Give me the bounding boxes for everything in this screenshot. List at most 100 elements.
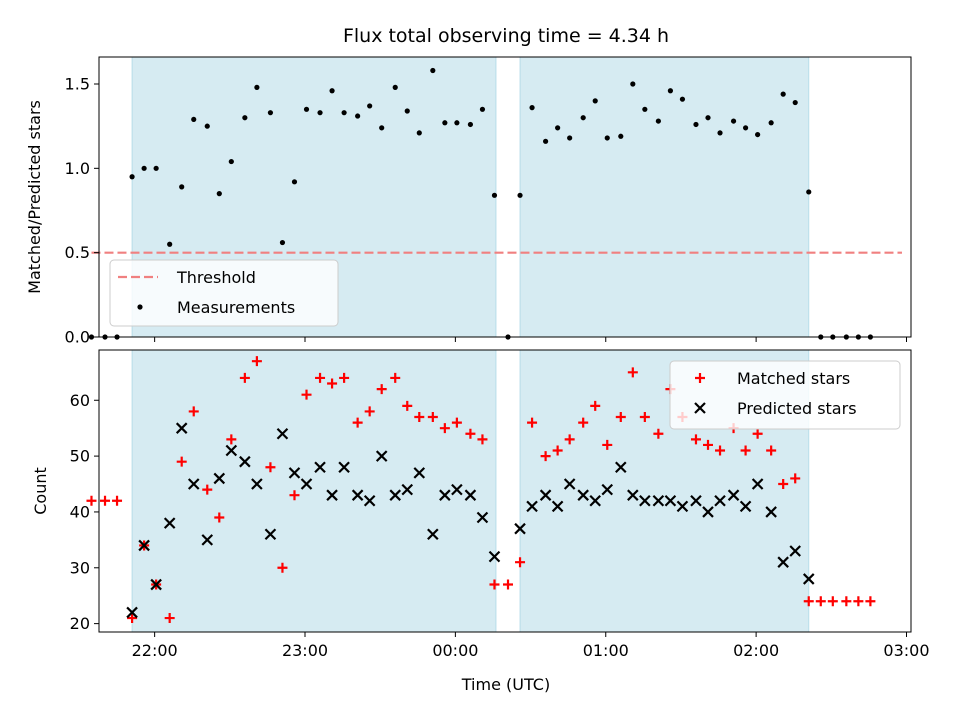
matched-stars-point [503,579,514,590]
measurements-point [329,88,335,94]
x-tick-label: 23:00 [282,641,328,660]
matched-stars-point [202,484,213,495]
predicted-stars-point [765,506,777,518]
predicted-stars-point [714,494,726,507]
legend-predicted-stars-label: Predicted stars [737,399,857,418]
predicted-stars-point [138,539,150,552]
matched-stars-point [778,479,789,490]
measurements-point [679,96,686,102]
measurements-point [191,116,197,123]
legend-matched-stars-label: Matched stars [737,369,850,388]
measurements-point [730,118,737,124]
count-y-axis-title: Count [31,467,50,515]
measurements-point [806,189,812,195]
measurements-point [341,110,347,116]
measurements-point [580,115,586,121]
count-plot-frame [98,349,912,633]
predicted-stars-point [639,494,651,507]
predicted-stars-point [375,450,388,462]
measurements-point [517,192,523,198]
predicted-stars-point [150,578,162,591]
predicted-stars-point [751,478,764,490]
matched-stars-point [615,412,626,423]
ratio-y-tick-label: 1.5 [65,74,90,93]
matched-stars-point [265,462,276,473]
measurements-point [442,120,448,126]
matched-stars-point [451,417,462,428]
count-y-tick-label: 30 [70,558,90,577]
matched-stars-point [439,423,450,434]
matched-stars-point [703,439,713,450]
measurements-point [543,138,549,144]
legend-predicted-stars-swatch [694,402,706,414]
measurements-point [755,131,761,138]
count-y-axis: 20 30 40 50 60 [70,391,99,633]
matched-stars-point [578,417,589,428]
predicted-stars-point [464,489,477,501]
matched-stars-point [112,495,123,506]
measurements-point [430,67,436,74]
ratio-x-axis [154,337,907,342]
measurements-point [242,115,248,121]
measurements-point [153,165,159,171]
predicted-stars-point [627,489,639,501]
matched-stars-series [86,356,876,624]
matched-stars-point [352,417,363,428]
matched-stars-point [289,490,300,501]
measurements-point [179,184,185,190]
measurements-point [742,125,749,131]
matched-stars-point [402,400,413,411]
measurements-point [642,106,648,112]
matched-stars-point [376,384,387,395]
measurements-point [228,158,234,165]
measurements-point [303,106,310,112]
predicted-stars-point [589,494,601,507]
predicted-stars-point [389,489,402,501]
measurements-point [618,133,624,139]
predicted-stars-point [413,467,426,479]
matched-stars-point [690,434,701,445]
matched-stars-point [564,434,575,445]
predicted-stars-point [288,467,301,479]
measurements-point [367,103,373,109]
matched-stars-point [766,445,777,456]
predicted-stars-point [676,500,689,513]
ratio-legend: Threshold Measurements [109,259,339,327]
matched-stars-point [841,596,852,607]
matched-stars-point [100,495,111,506]
measurements-point [167,241,173,247]
matched-stars-point [803,596,814,607]
predicted-stars-point [488,550,501,563]
predicted-stars-point [514,522,526,535]
predicted-stars-point [789,545,801,557]
chart-title: Flux total observing time = 4.34 h [343,25,669,47]
matched-stars-point [364,406,375,417]
matched-stars-point [590,400,601,411]
matched-stars-point [740,445,751,456]
predicted-stars-point [727,489,740,501]
matched-stars-point [315,372,326,383]
predicted-stars-point [601,483,614,496]
count-panel: 20 30 40 50 60 22:00 23:00 00:00 01:00 02:00 03:0… [31,349,930,660]
predicted-stars-point [201,534,214,546]
ratio-observing-window-2 [519,56,810,338]
measurements-point [768,120,774,126]
predicted-stars-point [338,461,350,474]
measurements-point [404,108,410,114]
predicted-stars-point [187,478,200,490]
matched-stars-point [127,613,138,624]
measurements-point [267,110,274,116]
matched-stars-point [390,372,401,383]
predicted-stars-point [276,427,289,440]
measurements-point [780,91,786,97]
measurements-point [705,115,711,121]
matched-stars-point [414,412,425,423]
matched-stars-point [465,428,476,439]
count-y-tick-label: 60 [70,391,90,410]
measurements-point [529,105,535,111]
matched-stars-point [627,367,638,378]
measurements-point [592,98,598,104]
measurements-point [467,121,474,128]
count-y-tick-label: 20 [70,614,90,633]
measurements-point [416,130,422,136]
